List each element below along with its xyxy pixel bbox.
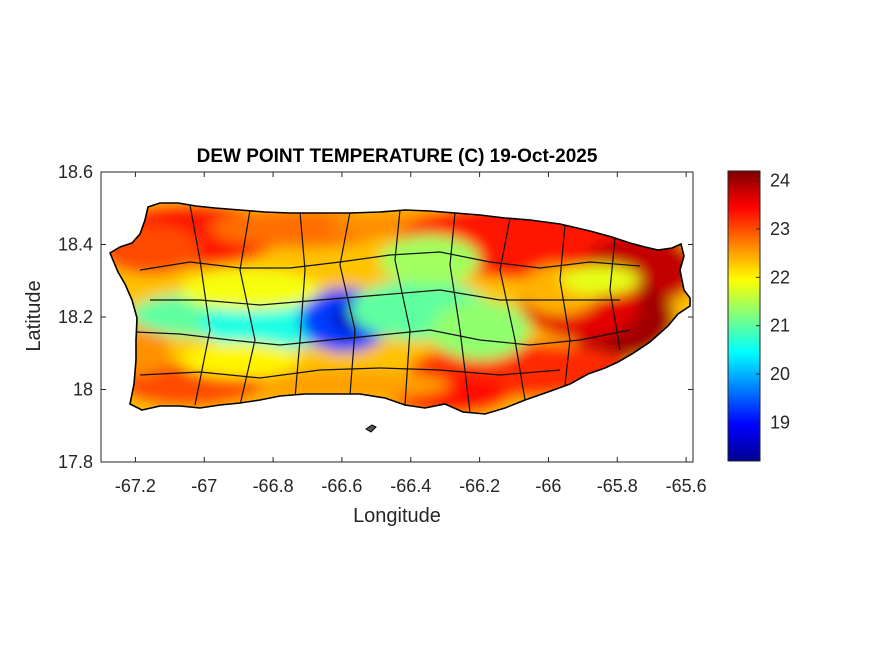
municipality-boundary xyxy=(294,211,306,399)
colorbar-tick-label: 23 xyxy=(770,219,790,239)
y-tick-label: 18.6 xyxy=(58,162,93,182)
x-tick-label: -66.8 xyxy=(253,476,294,496)
colorbar-gradient xyxy=(727,170,761,462)
colorbar-tick-label: 24 xyxy=(770,171,790,191)
y-tick-label: 18 xyxy=(73,380,93,400)
colorbar-ticks: 19 20 21 22 23 24 xyxy=(756,171,790,432)
municipality-boundary xyxy=(499,217,526,401)
colorbar-tick-label: 20 xyxy=(770,364,790,384)
y-tick-label: 18.4 xyxy=(58,235,93,255)
municipality-boundaries xyxy=(134,204,641,413)
y-tick-label: 18.2 xyxy=(58,307,93,327)
municipality-boundary xyxy=(609,237,621,351)
x-axis-label: Longitude xyxy=(353,505,441,527)
temperature-field xyxy=(110,203,690,414)
y-axis-label: Latitude xyxy=(23,280,45,351)
small-island xyxy=(365,424,377,433)
x-tick-label: -65.6 xyxy=(666,476,707,496)
municipality-boundary xyxy=(189,204,211,406)
municipality-boundary xyxy=(394,209,411,406)
x-axis-ticks: -67.2 -67 -66.8 -66.6 -66.4 -66.2 -66 -65.8 -65.… xyxy=(115,172,707,496)
chart-title: DEW POINT TEMPERATURE (C) 19-Oct-2025 xyxy=(197,146,598,167)
x-tick-label: -67 xyxy=(191,476,217,496)
municipality-boundary xyxy=(449,212,471,413)
colorbar-tick-label: 22 xyxy=(770,267,790,287)
municipality-boundary xyxy=(559,224,571,386)
x-tick-label: -67.2 xyxy=(115,476,156,496)
x-tick-label: -66.4 xyxy=(390,476,431,496)
municipality-boundary xyxy=(139,367,561,379)
colorbar: 19 20 21 22 23 24 xyxy=(727,170,790,462)
municipality-boundary xyxy=(139,251,641,271)
island-coastline xyxy=(108,202,691,415)
x-tick-label: -66.2 xyxy=(459,476,500,496)
municipality-boundary xyxy=(150,289,620,306)
municipality-boundary xyxy=(239,209,256,406)
municipality-boundary xyxy=(134,329,631,346)
y-axis-ticks: 17.8 18 18.2 18.4 18.6 xyxy=(58,162,693,472)
plot-area: -67.2 -67 -66.8 -66.6 -66.4 -66.2 -66 -65.8 -65.… xyxy=(58,162,707,496)
x-tick-label: -65.8 xyxy=(597,476,638,496)
y-tick-label: 17.8 xyxy=(58,452,93,472)
colorbar-tick-label: 19 xyxy=(770,412,790,432)
x-tick-label: -66 xyxy=(535,476,561,496)
x-tick-label: -66.6 xyxy=(321,476,362,496)
colorbar-tick-label: 21 xyxy=(770,316,790,336)
